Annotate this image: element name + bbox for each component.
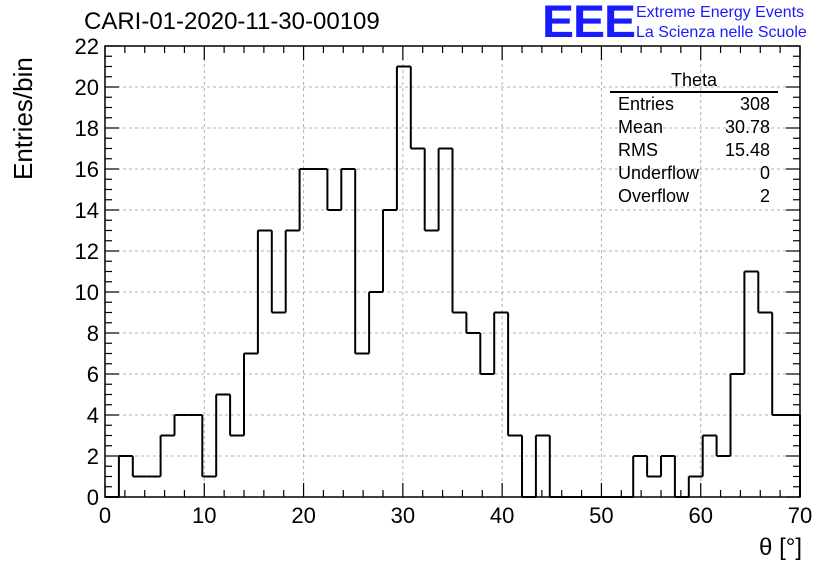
logo-caption: Extreme Energy Events La Scienza nelle S…: [636, 3, 807, 43]
stats-row-rms: RMS 15.48: [610, 139, 778, 162]
x-tick-label: 40: [490, 503, 514, 528]
stats-row-underflow: Underflow 0: [610, 162, 778, 185]
y-tick-label: 0: [87, 485, 99, 510]
x-tick-label: 70: [788, 503, 812, 528]
y-tick-label: 18: [75, 116, 99, 141]
stats-box: Theta Entries 308 Mean 30.78 RMS 15.48 U…: [610, 70, 778, 208]
stats-value: 30.78: [724, 117, 770, 137]
y-tick-label: 8: [87, 321, 99, 346]
stats-label: RMS: [618, 140, 658, 160]
y-tick-label: 6: [87, 362, 99, 387]
y-tick-label: 14: [75, 198, 99, 223]
y-tick-label: 16: [75, 157, 99, 182]
axes-frame: [104, 45, 801, 498]
x-tick-label: 50: [589, 503, 613, 528]
y-tick-label: 2: [87, 444, 99, 469]
x-tick-label: 20: [291, 503, 315, 528]
x-axis-label: θ [°]: [759, 534, 802, 561]
stats-label: Mean: [618, 117, 664, 137]
x-tick-label: 10: [192, 503, 216, 528]
stats-label: Overflow: [618, 186, 690, 206]
stats-value: 0: [759, 163, 770, 183]
y-tick-label: 22: [75, 34, 99, 59]
stats-label: Underflow: [618, 163, 700, 183]
stats-title: Theta: [610, 70, 778, 93]
stats-value: 2: [759, 186, 770, 206]
y-tick-label: 20: [75, 75, 99, 100]
y-tick-label: 4: [87, 403, 99, 428]
x-tick-label: 0: [99, 503, 111, 528]
stats-value: 15.48: [724, 140, 770, 160]
stats-row-overflow: Overflow 2: [610, 185, 778, 208]
stats-label: Entries: [618, 94, 675, 114]
grid-lines: [105, 46, 800, 497]
histogram-bars: [105, 65, 801, 498]
stats-value: 308: [739, 94, 770, 114]
y-tick-label: 10: [75, 280, 99, 305]
chart-title: CARI-01-2020-11-30-00109: [84, 8, 380, 35]
stats-row-entries: Entries 308: [610, 93, 778, 116]
y-axis-label: Entries/bin: [8, 57, 38, 180]
logo-caption-line1: Extreme Energy Events: [636, 4, 805, 21]
stats-row-mean: Mean 30.78: [610, 116, 778, 139]
x-tick-label: 60: [688, 503, 712, 528]
eee-logo: EEE: [542, 0, 636, 48]
logo-caption-line2: La Scienza nelle Scuole: [636, 24, 807, 41]
y-tick-label: 12: [75, 239, 99, 264]
x-tick-label: 30: [391, 503, 415, 528]
